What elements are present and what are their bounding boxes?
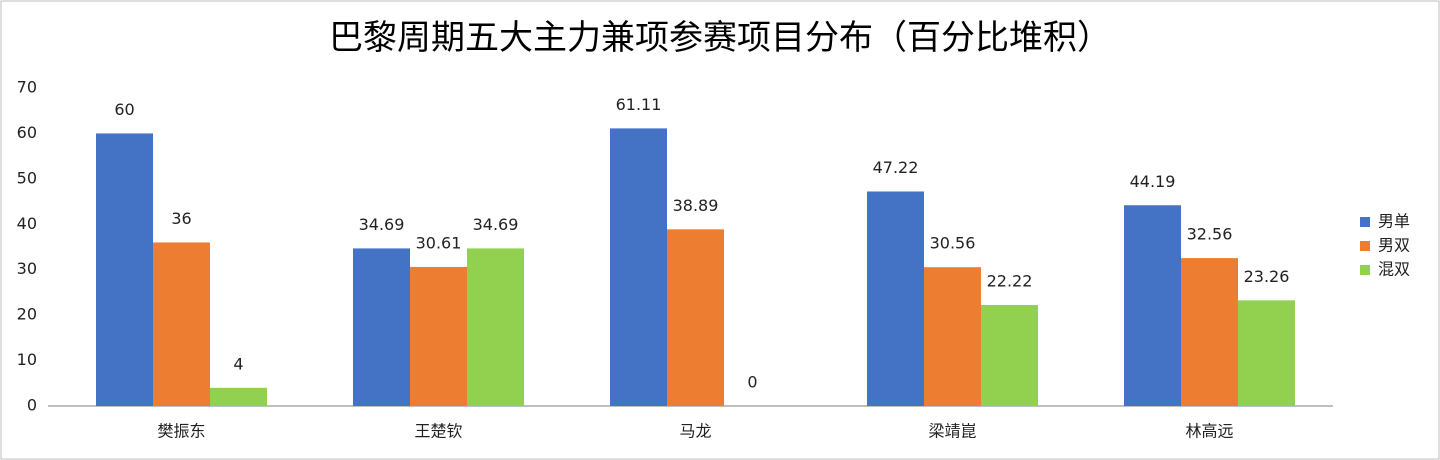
legend-label: 男双 (1378, 236, 1410, 255)
data-label: 61.11 (616, 95, 662, 114)
y-tick-label: 50 (17, 168, 37, 187)
bar (353, 248, 410, 406)
data-label: 34.69 (473, 215, 519, 234)
x-tick-label: 樊振东 (157, 422, 205, 441)
bar (867, 191, 924, 406)
x-tick-label: 梁靖崑 (928, 422, 976, 441)
bar (467, 248, 524, 406)
y-tick-label: 70 (17, 78, 37, 97)
x-tick-label: 林高远 (1185, 422, 1233, 441)
bar (1181, 258, 1238, 406)
y-tick-label: 30 (17, 259, 37, 278)
data-label: 22.22 (987, 272, 1033, 291)
bar (981, 305, 1038, 406)
data-label: 34.69 (359, 215, 405, 234)
data-label: 47.22 (873, 158, 919, 177)
bar (1238, 300, 1295, 406)
x-tick-label: 王楚钦 (414, 422, 462, 441)
y-tick-label: 0 (27, 396, 37, 415)
x-tick-label: 马龙 (679, 422, 711, 441)
legend-label: 男单 (1378, 212, 1410, 231)
legend-label: 混双 (1378, 260, 1410, 279)
bar (210, 387, 267, 406)
legend-swatch (1360, 241, 1370, 251)
data-label: 30.61 (416, 233, 462, 252)
bar (924, 267, 981, 406)
y-tick-label: 10 (17, 350, 37, 369)
data-label: 36 (171, 209, 191, 228)
bar (1124, 205, 1181, 406)
chart-title: 巴黎周期五大主力兼项参赛项目分布（百分比堆积） (329, 18, 1111, 58)
y-tick-label: 40 (17, 214, 37, 233)
y-tick-label: 60 (17, 123, 37, 142)
bar (667, 229, 724, 406)
data-label: 4 (233, 354, 243, 373)
data-label: 32.56 (1187, 225, 1233, 244)
data-label: 44.19 (1130, 172, 1176, 191)
bar (153, 242, 210, 406)
data-label: 60 (114, 100, 134, 119)
data-label: 30.56 (930, 234, 976, 253)
y-tick-label: 20 (17, 305, 37, 324)
legend-swatch (1360, 265, 1370, 275)
legend-swatch (1360, 217, 1370, 227)
bar (410, 266, 467, 406)
data-label: 38.89 (673, 196, 719, 215)
data-label: 0 (747, 373, 757, 392)
bar (96, 133, 153, 406)
data-label: 23.26 (1244, 267, 1290, 286)
bar (610, 128, 667, 407)
